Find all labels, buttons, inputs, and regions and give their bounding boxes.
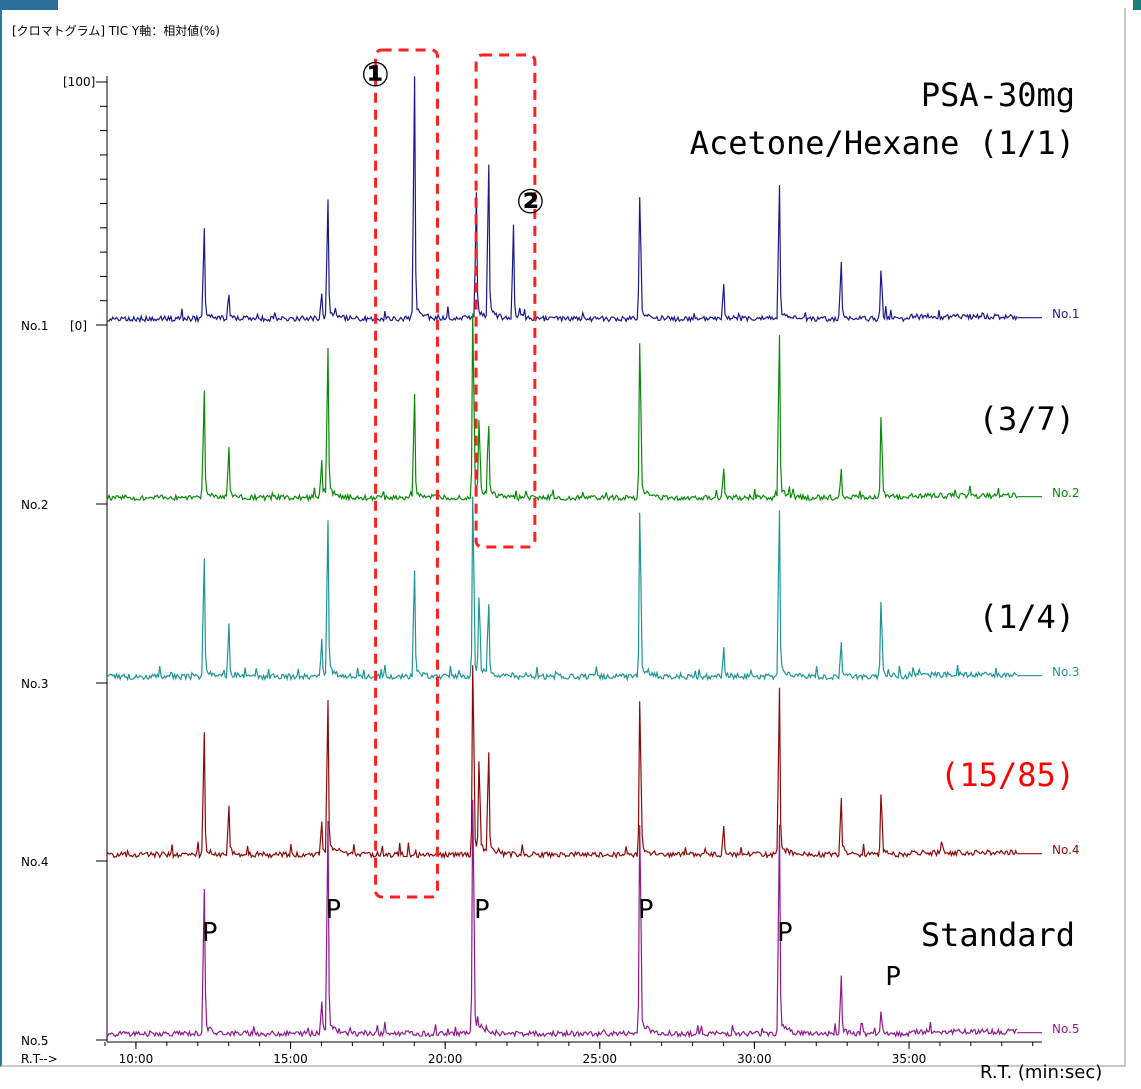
trace-label-right-No4: No.4 [1052,843,1080,857]
trace-label-right-No3: No.3 [1052,665,1080,679]
trace-line-No3 [105,496,1018,682]
trace-line-No5 [106,799,1018,1039]
x-tick-label: 25:00 [582,1052,617,1066]
y-tick-label-100: [100] [63,75,95,89]
region-label-1: ① [361,55,390,95]
annotation-acetone-hexane: Acetone/Hexane (1/1) [689,124,1075,162]
chart-header: [クロマトグラム] TIC Y軸：相対値(%) [12,24,220,38]
trace-line-No2 [106,313,1018,503]
peak-marker-p: P [201,918,218,948]
x-axis-prefix: R.T--> [21,1052,58,1066]
peak-marker-p: P [474,895,490,925]
x-tick-label: 10:00 [119,1052,154,1066]
trace-label-right-No1: No.1 [1052,307,1080,321]
highlight-region-1 [374,48,439,899]
y-tick-label-0: [0] [70,319,87,333]
trace-label-left-No3: No.3 [21,677,49,691]
banner-right-bar [1133,0,1141,10]
peak-marker-p: P [885,962,902,992]
trace-label-left-No2: No.2 [21,498,49,512]
annotation-psa-30mg: PSA-30mg [920,76,1075,114]
trace-label-right-No5: No.5 [1052,1022,1080,1036]
peak-marker-p: P [777,918,793,948]
peak-marker-p: P [637,895,654,925]
peak-marker-p: P [325,895,342,925]
annotation-ratio-no3: (1/4) [978,598,1075,636]
annotation-ratio-no4: (15/85) [940,756,1075,794]
trace-line-No1 [106,76,1018,324]
annotation-standard: Standard [920,916,1075,954]
x-axis-units: R.T. (min:sec) [980,1062,1103,1083]
trace-line-No4 [105,665,1018,860]
x-tick-label: 35:00 [892,1052,927,1066]
trace-label-left-No4: No.4 [21,855,49,869]
trace-label-left-No1: No.1 [21,319,49,333]
region-label-2: ② [516,182,545,222]
x-tick-label: 30:00 [737,1052,772,1066]
annotation-ratio-no2: (3/7) [978,400,1075,438]
chromatogram-window [0,8,1126,1067]
highlight-region-2 [474,53,537,549]
trace-label-left-No5: No.5 [21,1034,49,1048]
x-tick-label: 20:00 [428,1052,463,1066]
x-tick-label: 15:00 [273,1052,308,1066]
trace-label-right-No2: No.2 [1052,486,1080,500]
banner-left-bar [0,0,58,10]
top-banner-strip [0,0,1141,10]
